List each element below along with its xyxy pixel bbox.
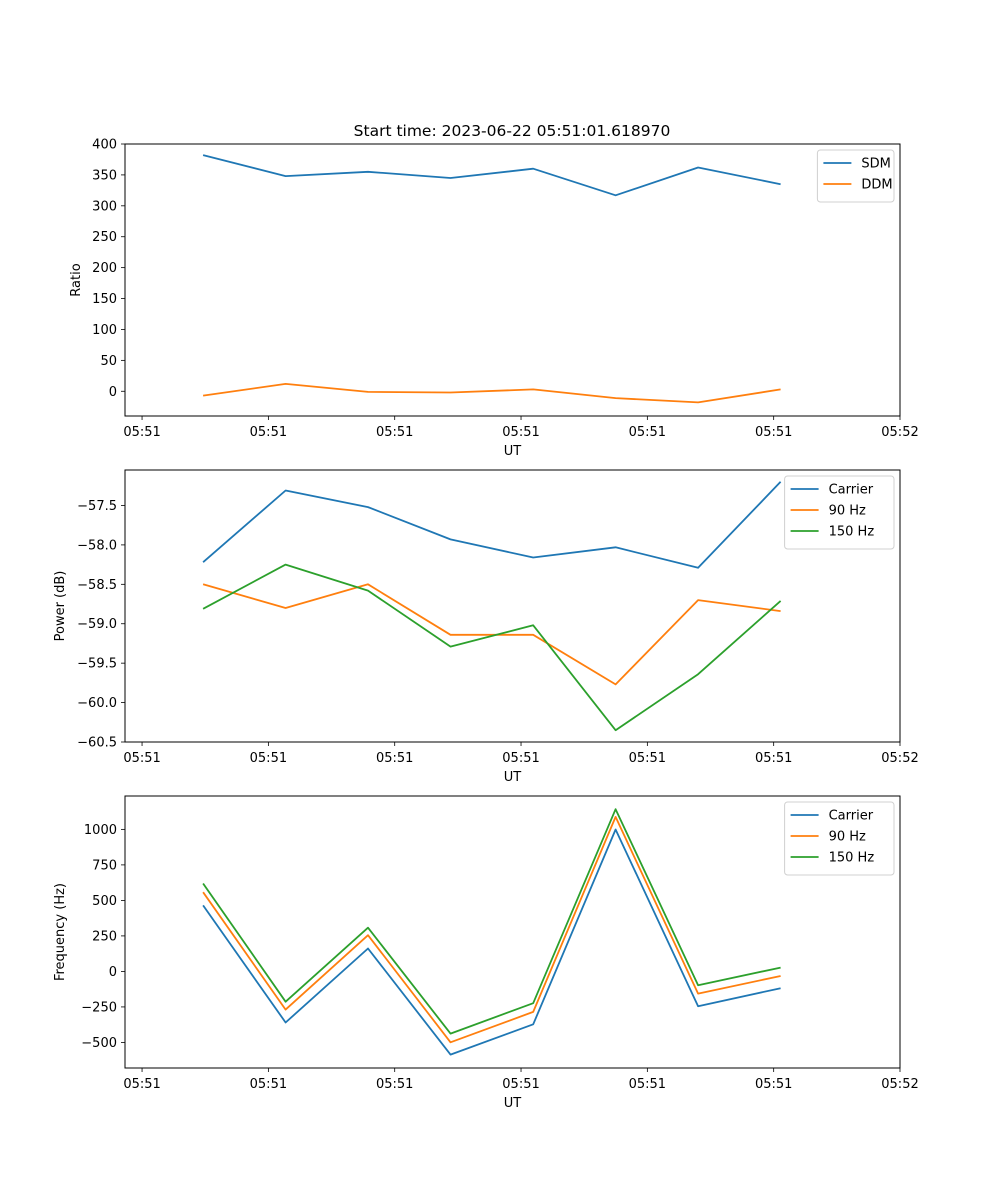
y-tick-label: 250 bbox=[92, 929, 117, 944]
series-line-150-hz bbox=[202, 563, 782, 732]
y-axis-label: Frequency (Hz) bbox=[53, 883, 68, 981]
legend-label: 90 Hz bbox=[829, 830, 866, 845]
y-tick-label: 200 bbox=[92, 261, 117, 276]
y-tick-label: 50 bbox=[100, 354, 117, 369]
axes-frame bbox=[124, 469, 901, 743]
series-line-90-hz bbox=[202, 816, 781, 1044]
y-tick-label: 250 bbox=[92, 230, 117, 245]
series-line-carrier bbox=[202, 828, 781, 1056]
y-tick-label: −58.5 bbox=[77, 578, 117, 593]
y-tick-label: −57.5 bbox=[77, 499, 117, 514]
axes-frame bbox=[124, 143, 901, 417]
y-tick-label: −60.5 bbox=[77, 736, 117, 751]
x-axis-label: UT bbox=[504, 1096, 522, 1111]
y-tick-label: 750 bbox=[92, 858, 117, 873]
x-tick-label: 05:51 bbox=[755, 1077, 792, 1092]
power-panel: 05:51 05:51 05:51 05:51 05:51 05:51 05:52 UT −60… bbox=[53, 469, 919, 785]
y-tick-label: −500 bbox=[81, 1036, 117, 1051]
x-tick-label: 05:51 bbox=[755, 425, 792, 440]
legend-label: 90 Hz bbox=[829, 504, 866, 519]
y-tick-label: 300 bbox=[92, 199, 117, 214]
y-tick-label: 500 bbox=[92, 894, 117, 909]
x-tick-label: 05:52 bbox=[881, 1077, 918, 1092]
y-tick-label: 0 bbox=[109, 965, 117, 980]
y-tick-label: 150 bbox=[92, 292, 117, 307]
x-tick-label: 05:51 bbox=[376, 1077, 413, 1092]
series-line-carrier bbox=[202, 481, 782, 569]
x-tick-label: 05:51 bbox=[629, 1077, 666, 1092]
legend-label: Carrier bbox=[829, 483, 874, 498]
x-tick-label: 05:51 bbox=[502, 751, 539, 766]
series-line-sdm bbox=[202, 154, 781, 197]
x-tick-label: 05:51 bbox=[250, 425, 287, 440]
x-tick-label: 05:51 bbox=[755, 751, 792, 766]
x-tick-label: 05:51 bbox=[250, 751, 287, 766]
y-axis-label: Power (dB) bbox=[53, 571, 68, 642]
y-axis-label: Ratio bbox=[69, 263, 84, 296]
legend-label: DDM bbox=[861, 178, 892, 193]
x-tick-label: 05:51 bbox=[123, 751, 160, 766]
y-tick-label: −60.0 bbox=[77, 696, 117, 711]
legend: SDM DDM bbox=[816, 149, 895, 203]
series-line-150-hz bbox=[202, 808, 781, 1035]
y-tick-label: 0 bbox=[109, 385, 117, 400]
legend-label: 150 Hz bbox=[829, 525, 875, 540]
y-tick-label: −58.0 bbox=[77, 538, 117, 553]
x-tick-label: 05:51 bbox=[502, 425, 539, 440]
chart-title: Start time: 2023-06-22 05:51:01.618970 bbox=[354, 122, 671, 140]
x-tick-label: 05:51 bbox=[123, 1077, 160, 1092]
y-tick-label: 100 bbox=[92, 323, 117, 338]
x-tick-label: 05:52 bbox=[881, 425, 918, 440]
frequency-panel: 05:51 05:51 05:51 05:51 05:51 05:51 05:52 UT −50… bbox=[53, 795, 919, 1111]
x-tick-label: 05:51 bbox=[123, 425, 160, 440]
legend: Carrier 90 Hz 150 Hz bbox=[784, 801, 895, 876]
x-axis-label: UT bbox=[504, 770, 522, 785]
y-tick-label: −59.5 bbox=[77, 657, 117, 672]
legend-label: 150 Hz bbox=[829, 851, 875, 866]
x-tick-label: 05:51 bbox=[502, 1077, 539, 1092]
ratio-panel: 05:51 05:51 05:51 05:51 05:51 05:51 05:52 UT 0 50… bbox=[69, 138, 919, 460]
axes-frame bbox=[124, 795, 901, 1069]
y-tick-label: −250 bbox=[81, 1000, 117, 1015]
x-tick-label: 05:51 bbox=[376, 425, 413, 440]
series-line-90-hz bbox=[202, 583, 781, 686]
y-tick-label: 1000 bbox=[84, 823, 117, 838]
legend: Carrier 90 Hz 150 Hz bbox=[784, 475, 895, 550]
series-line-ddm bbox=[202, 382, 781, 404]
x-axis-label: UT bbox=[504, 444, 522, 459]
x-tick-label: 05:52 bbox=[881, 751, 918, 766]
x-tick-label: 05:51 bbox=[629, 425, 666, 440]
legend-label: Carrier bbox=[829, 809, 874, 824]
y-tick-label: 400 bbox=[92, 138, 117, 153]
legend-label: SDM bbox=[861, 157, 890, 172]
x-tick-label: 05:51 bbox=[376, 751, 413, 766]
y-tick-label: 350 bbox=[92, 168, 117, 183]
x-tick-label: 05:51 bbox=[629, 751, 666, 766]
x-tick-label: 05:51 bbox=[250, 1077, 287, 1092]
y-tick-label: −59.0 bbox=[77, 617, 117, 632]
